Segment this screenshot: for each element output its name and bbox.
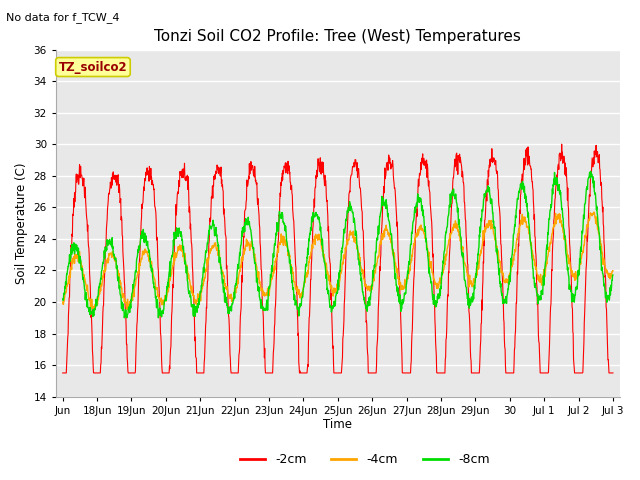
-4cm	[589, 209, 597, 215]
-8cm	[401, 292, 409, 298]
Title: Tonzi Soil CO2 Profile: Tree (West) Temperatures: Tonzi Soil CO2 Profile: Tree (West) Temp…	[154, 29, 521, 44]
-2cm	[278, 170, 286, 176]
-2cm	[401, 370, 408, 376]
-8cm	[279, 212, 287, 218]
Text: No data for f_TCW_4: No data for f_TCW_4	[6, 12, 120, 23]
-2cm	[59, 370, 67, 376]
-8cm	[59, 296, 67, 302]
-2cm	[352, 157, 360, 163]
-4cm	[313, 235, 321, 241]
-4cm	[352, 240, 360, 246]
-4cm	[73, 253, 81, 259]
-2cm	[73, 180, 81, 185]
-8cm	[609, 272, 617, 278]
Line: -4cm: -4cm	[63, 212, 613, 310]
-4cm	[401, 277, 409, 283]
-2cm	[429, 254, 436, 260]
-4cm	[609, 268, 617, 274]
-8cm	[587, 168, 595, 174]
-2cm	[312, 175, 320, 181]
-4cm	[90, 307, 98, 313]
X-axis label: Time: Time	[323, 419, 352, 432]
-4cm	[429, 273, 437, 278]
-4cm	[59, 299, 67, 305]
-8cm	[429, 292, 437, 298]
-4cm	[279, 233, 287, 239]
Legend: -2cm, -4cm, -8cm: -2cm, -4cm, -8cm	[235, 448, 495, 471]
-2cm	[558, 141, 566, 147]
Y-axis label: Soil Temperature (C): Soil Temperature (C)	[15, 162, 28, 284]
-8cm	[313, 213, 321, 218]
Line: -2cm: -2cm	[63, 144, 613, 373]
-2cm	[609, 370, 617, 376]
-8cm	[120, 315, 128, 321]
-8cm	[352, 230, 360, 236]
Line: -8cm: -8cm	[63, 171, 613, 318]
-8cm	[73, 242, 81, 248]
Text: TZ_soilco2: TZ_soilco2	[59, 60, 127, 73]
